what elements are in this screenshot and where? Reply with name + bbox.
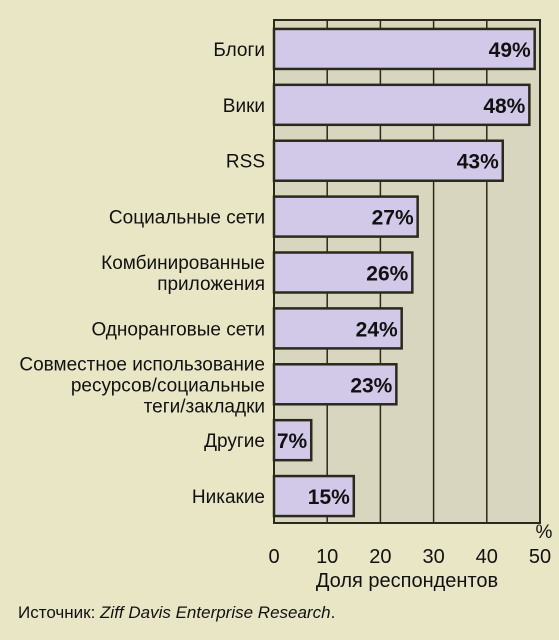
bar (272, 474, 356, 518)
value-label: 48% (483, 95, 525, 118)
category-label: Блоги (213, 40, 265, 61)
value-label: 23% (350, 374, 392, 397)
source-note: Источник: Ziff Davis Enterprise Research… (18, 603, 335, 623)
x-tick-labels: 0 10 20 30 40 50 (268, 546, 551, 568)
category-label-line: Одноранговые сети (91, 319, 265, 340)
category-label: Совместное использование ресурсов/социаль… (19, 354, 265, 417)
x-tick-label: 10 (316, 546, 338, 568)
category-label: Другие (204, 431, 265, 452)
x-tick-label: 50 (529, 546, 551, 568)
category-label-line: Другие (204, 431, 265, 452)
category-label: Комбинированные приложения (101, 253, 265, 295)
source-suffix: . (330, 603, 336, 622)
category-label-line: Комбинированные (101, 253, 265, 274)
value-label: 7% (277, 430, 308, 453)
source-name: Ziff Davis Enterprise Research (100, 603, 331, 622)
x-tick-label: 0 (268, 546, 279, 568)
value-label: 26% (366, 263, 408, 286)
x-axis-title: Доля респондентов (316, 570, 498, 592)
value-label: 27% (372, 207, 414, 230)
bars: 49% 48% 43% 27% 26% 24% 23% 7% 15% (272, 27, 536, 518)
x-tick-label: 40 (476, 546, 498, 568)
bar (272, 363, 398, 406)
unit-label: % (536, 522, 553, 543)
category-label: Одноранговые сети (91, 319, 265, 340)
category-label-line: Социальные сети (109, 208, 265, 229)
category-label-line: Вики (223, 96, 265, 117)
bar (272, 307, 403, 350)
bar (272, 251, 414, 294)
bar (272, 418, 313, 462)
x-tick-label: 20 (369, 546, 391, 568)
bar (272, 83, 531, 127)
value-label: 49% (489, 39, 531, 62)
value-label: 43% (457, 151, 499, 174)
category-label: Вики (223, 96, 265, 117)
category-label-line: ресурсов/социальные (71, 375, 265, 396)
category-label: Никакие (192, 487, 265, 508)
bar (272, 27, 536, 71)
value-label: 24% (356, 318, 398, 341)
bar (272, 139, 505, 182)
category-label-line: приложения (157, 274, 265, 295)
category-label-line: Совместное использование (19, 354, 265, 375)
category-labels: Блоги Вики RSS Социальные сети Комбинированн… (19, 40, 265, 508)
category-label-line: Блоги (213, 40, 265, 61)
bar (272, 195, 419, 238)
source-prefix: Источник: (18, 603, 101, 622)
category-label-line: Никакие (192, 487, 265, 508)
category-label-line: теги/закладки (144, 396, 265, 417)
category-label-line: RSS (226, 152, 265, 173)
x-tick-label: 30 (422, 546, 444, 568)
category-label: Социальные сети (109, 208, 265, 229)
category-label: RSS (226, 152, 265, 173)
value-label: 15% (308, 486, 350, 509)
